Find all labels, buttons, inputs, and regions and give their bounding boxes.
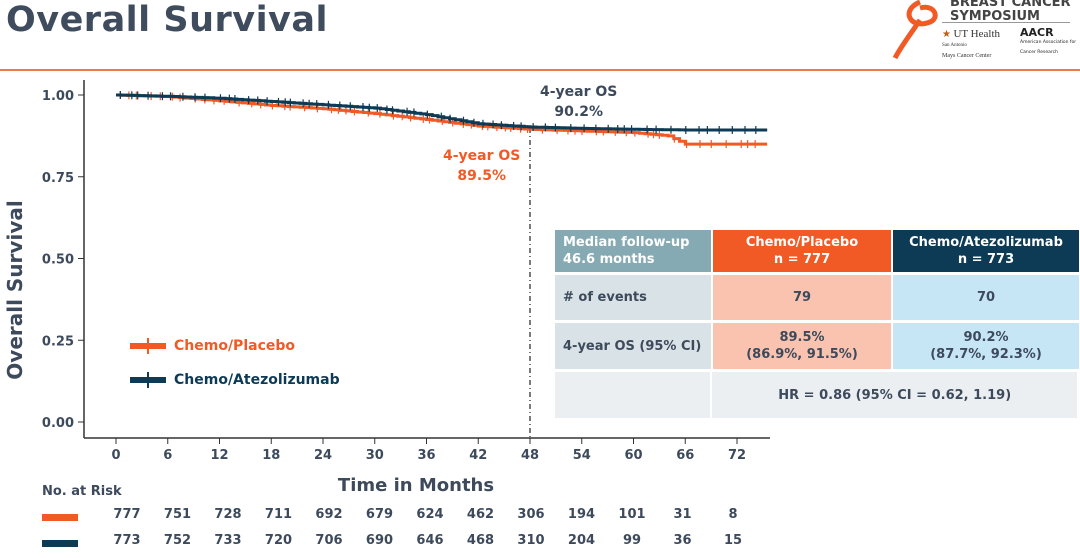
x-tick-label: 66	[676, 448, 694, 463]
risk-count-atezo: 15	[723, 533, 743, 548]
y-tick-label: 0.75	[42, 171, 74, 186]
risk-count-placebo: 31	[673, 507, 692, 522]
x-tick-label: 36	[417, 448, 435, 463]
x-tick-label: 18	[262, 448, 280, 463]
risk-swatch-atezo	[42, 540, 78, 547]
risk-count-atezo: 468	[466, 533, 495, 548]
x-tick-label: 48	[521, 448, 539, 463]
x-axis-label: Time in Months	[338, 475, 494, 496]
atezo-4yr-annotation: 4-year OS 90.2%	[540, 84, 618, 120]
x-tick-label: 42	[469, 448, 487, 463]
risk-count-atezo: 36	[673, 533, 692, 548]
y-axis-label: Overall Survival	[3, 200, 27, 379]
placebo-4yr-annotation: 4-year OS 89.5%	[443, 148, 521, 184]
risk-count-atezo: 204	[567, 533, 596, 548]
symposium-text: BREAST CANCER SYMPOSIUM	[950, 0, 1071, 24]
x-tick-label: 54	[573, 448, 591, 463]
risk-count-atezo: 99	[622, 533, 642, 548]
y-tick-label: 0.00	[42, 416, 74, 431]
y-tick-label: 0.25	[42, 334, 74, 349]
risk-count-atezo: 720	[264, 533, 293, 548]
table-row-os: 4-year OS (95% CI) 89.5% (86.9%, 91.5%) 9…	[555, 323, 1079, 369]
summary-table: Median follow-up 46.6 months Chemo/Place…	[555, 230, 1079, 421]
risk-count-atezo: 773	[113, 533, 141, 548]
risk-swatch-placebo	[42, 514, 78, 521]
legend-swatch-atezo	[130, 372, 166, 388]
risk-count-placebo: 101	[618, 507, 646, 522]
table-header-row: Median follow-up 46.6 months Chemo/Place…	[555, 230, 1079, 272]
risk-count-atezo: 646	[416, 533, 444, 548]
sabcs-logo: BREAST CANCER SYMPOSIUM ★ UT Health San An…	[890, 0, 1080, 62]
risk-count-atezo: 706	[315, 533, 343, 548]
table-row-hr: HR = 0.86 (95% CI = 0.62, 1.19)	[555, 372, 1079, 418]
risk-count-placebo: 777	[113, 507, 141, 522]
ut-health-logo: ★ UT Health San Antonio Mays Cancer Center	[942, 28, 1001, 60]
risk-count-placebo: 679	[365, 507, 394, 522]
risk-count-atezo: 733	[214, 533, 242, 548]
risk-count-placebo: 692	[315, 507, 343, 522]
survival-curve-atezolizumab	[116, 93, 768, 132]
table-row-events: # of events 79 70	[555, 275, 1079, 320]
y-tick-label: 0.50	[42, 253, 74, 268]
risk-count-placebo: 728	[214, 507, 242, 522]
x-tick-label: 72	[728, 448, 746, 463]
x-tick-label: 24	[314, 448, 332, 463]
x-tick-label: 0	[111, 448, 120, 463]
page-title: Overall Survival	[6, 0, 328, 40]
x-tick-label: 12	[210, 448, 228, 463]
risk-count-atezo: 752	[163, 533, 192, 548]
legend-swatch-placebo	[130, 338, 166, 354]
risk-count-placebo: 462	[466, 507, 495, 522]
ribbon-logo-icon	[892, 0, 938, 60]
legend-item-atezo: Chemo/Atezolizumab	[130, 372, 340, 388]
risk-count-placebo: 194	[567, 507, 596, 522]
risk-count-placebo: 751	[163, 507, 192, 522]
y-tick-label: 1.00	[42, 89, 74, 104]
risk-count-placebo: 711	[264, 507, 293, 522]
risk-count-placebo: 624	[416, 507, 444, 522]
aacr-logo: AACR American Association for Cancer Rese…	[1020, 26, 1077, 55]
risk-count-atezo: 690	[365, 533, 394, 548]
title-divider	[0, 69, 1080, 71]
risk-count-placebo: 8	[728, 507, 738, 522]
x-tick-label: 6	[163, 448, 172, 463]
risk-count-placebo: 306	[517, 507, 545, 522]
x-tick-label: 60	[624, 448, 642, 463]
risk-table-label: No. at Risk	[42, 484, 122, 499]
risk-count-atezo: 310	[517, 533, 545, 548]
legend-item-placebo: Chemo/Placebo	[130, 338, 295, 354]
x-tick-label: 30	[366, 448, 384, 463]
